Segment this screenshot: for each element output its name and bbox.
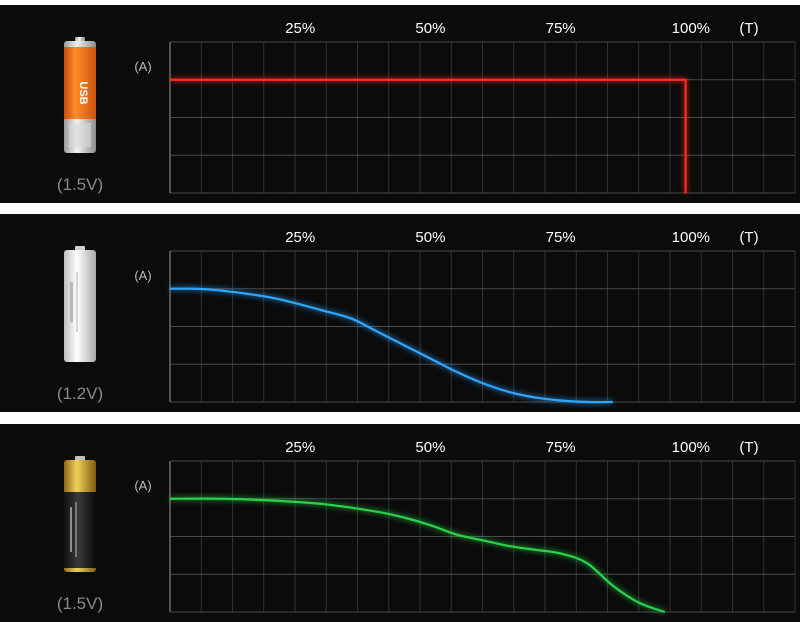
series-line	[169, 287, 613, 404]
voltage-label: (1.2V)	[56, 384, 104, 403]
usb-rechargeable-aa-battery-icon: USB	[64, 37, 96, 153]
series-line	[170, 78, 687, 193]
chart-panel-nimh-battery: 25% 50% 75% 100% (T) (A) (1.2V)	[0, 214, 800, 412]
chart-panel-usb-battery: 25% 50% 75% 100% (T) (A) USB (1.5V)	[0, 5, 800, 203]
x-tick-label: 50%	[415, 20, 445, 37]
x-tick-label: 75%	[546, 229, 576, 246]
y-axis-label: (A)	[134, 268, 151, 283]
y-axis-label: (A)	[134, 478, 151, 493]
svg-text:USB: USB	[77, 81, 89, 104]
x-tick-label: 75%	[546, 20, 576, 37]
chart-alkaline-battery: 25% 50% 75% 100% (T) (A)	[134, 439, 796, 614]
x-tick-label: 25%	[285, 20, 315, 37]
chart-nimh-battery: 25% 50% 75% 100% (T) (A)	[134, 229, 796, 404]
x-tick-label: 50%	[415, 439, 445, 456]
x-tick-label: 75%	[546, 439, 576, 456]
voltage-label: (1.5V)	[56, 175, 104, 194]
y-axis-label: (A)	[134, 59, 151, 74]
x-axis-label: (T)	[739, 439, 758, 456]
alkaline-aa-battery-icon	[64, 456, 96, 572]
x-tick-label: 25%	[285, 229, 315, 246]
x-axis-label: (T)	[739, 229, 758, 246]
chart-panel-alkaline-battery: 25% 50% 75% 100% (T) (A) (1.5V)	[0, 424, 800, 622]
series-line	[169, 497, 666, 614]
voltage-label: (1.5V)	[56, 594, 104, 613]
x-axis-label: (T)	[739, 20, 758, 37]
chart-usb-battery: 25% 50% 75% 100% (T) (A)	[134, 20, 796, 194]
x-tick-label: 100%	[672, 20, 710, 37]
x-tick-label: 25%	[285, 439, 315, 456]
nimh-aa-battery-icon	[64, 246, 96, 362]
x-tick-label: 50%	[415, 229, 445, 246]
x-tick-label: 100%	[672, 229, 710, 246]
x-tick-label: 100%	[672, 439, 710, 456]
